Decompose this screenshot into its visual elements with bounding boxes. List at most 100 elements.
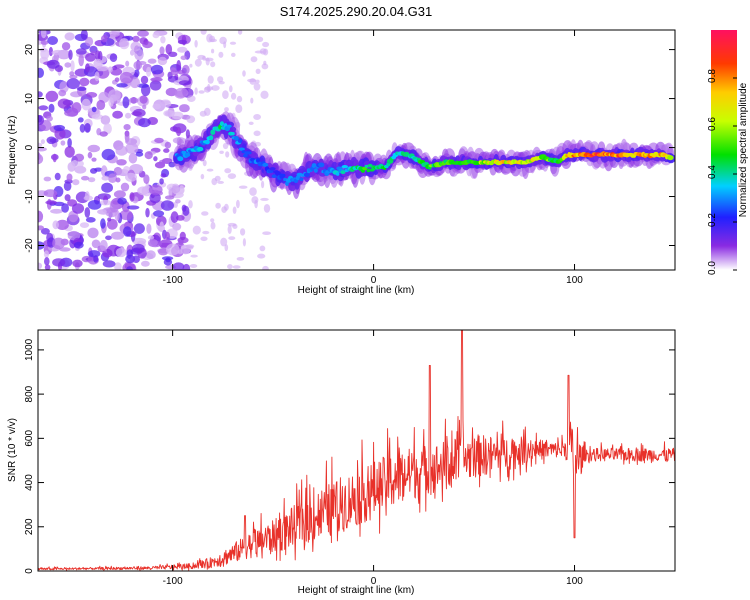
noise-blob [125, 172, 137, 182]
noise-blob [77, 117, 84, 123]
ridge-core [184, 152, 191, 158]
noise-blob [222, 142, 229, 150]
noise-blob [101, 182, 113, 193]
noise-blob [38, 262, 43, 269]
ridge-core [177, 156, 184, 162]
ridge-core [226, 124, 232, 128]
noise-blob [262, 231, 271, 235]
noise-blob [260, 90, 269, 100]
noise-blob [67, 138, 72, 148]
noise-blob [115, 145, 128, 156]
noise-blob [147, 239, 158, 247]
noise-blob [179, 231, 186, 241]
noise-blob [200, 173, 205, 180]
ridge-core [262, 162, 269, 167]
noise-blob [61, 203, 69, 213]
ridge-core [255, 158, 261, 163]
noise-blob [165, 231, 170, 240]
colorbar-tick-label: 0.2 [707, 213, 718, 227]
noise-blob [202, 230, 210, 235]
noise-blob [38, 153, 44, 165]
noise-blob [232, 265, 241, 269]
ridge-core [318, 162, 325, 168]
snr-series-layer [38, 330, 675, 571]
noise-blob [113, 190, 126, 199]
colorbar-tick-label: 0.0 [707, 261, 718, 275]
noise-blob [74, 165, 87, 174]
noise-blob [235, 104, 243, 113]
noise-blob [146, 66, 152, 77]
spectrogram-ridge-layer [173, 111, 675, 199]
ridge-core [303, 172, 310, 177]
noise-blob [79, 77, 90, 87]
x-tick-label: -100 [163, 275, 183, 286]
noise-blob [186, 115, 196, 124]
noise-blob [165, 44, 173, 55]
noise-blob [147, 235, 155, 240]
y-tick-label: 800 [24, 385, 35, 402]
noise-blob [206, 33, 213, 43]
noise-blob [99, 209, 107, 215]
noise-blob [228, 236, 236, 241]
noise-blob [170, 69, 179, 76]
noise-blob [157, 248, 169, 256]
snr-line [38, 330, 675, 571]
noise-blob [202, 55, 207, 61]
noise-blob [125, 142, 139, 154]
noise-blob [50, 208, 63, 214]
y-tick-label: 0 [24, 144, 35, 150]
noise-blob [103, 123, 112, 135]
noise-blob [210, 221, 216, 230]
noise-blob [137, 83, 149, 88]
colorbar-label: Normalized spectral amplitude [738, 82, 749, 217]
y-tick-label: 400 [24, 474, 35, 491]
y-tick-label: 10 [24, 93, 35, 105]
ridge-core [340, 170, 346, 175]
noise-blob [43, 250, 50, 258]
noise-blob [199, 110, 207, 117]
y-tick-label: 0 [24, 568, 35, 574]
y-tick-label: 600 [24, 430, 35, 447]
noise-blob [109, 53, 118, 62]
noise-blob [176, 126, 182, 137]
noise-blob [68, 49, 73, 60]
ridge-core [233, 136, 239, 141]
noise-blob [142, 104, 147, 110]
ridge-core [313, 168, 318, 173]
noise-blob [223, 41, 227, 49]
noise-blob [70, 60, 75, 72]
noise-blob [48, 103, 55, 113]
noise-blob [111, 231, 124, 240]
noise-blob [87, 200, 102, 210]
noise-blob [94, 71, 100, 82]
ridge-core [238, 147, 245, 151]
noise-blob [187, 95, 196, 102]
noise-blob [93, 58, 103, 69]
noise-blob [80, 30, 88, 40]
noise-blob [130, 41, 141, 52]
noise-blob [70, 159, 84, 168]
noise-blob [115, 247, 127, 258]
noise-blob [253, 130, 261, 137]
noise-blob [66, 173, 73, 182]
noise-blob [225, 151, 230, 158]
x-tick-label: -100 [163, 576, 183, 587]
noise-blob [85, 217, 96, 223]
ridge-core [335, 172, 340, 176]
noise-blob [232, 206, 237, 214]
noise-blob [163, 148, 170, 153]
noise-blob [215, 202, 221, 209]
noise-blob [39, 47, 47, 53]
noise-blob [179, 185, 185, 195]
noise-blob [262, 265, 269, 270]
noise-blob [253, 82, 261, 91]
noise-blob [261, 63, 269, 70]
noise-blob [52, 237, 65, 250]
noise-blob [182, 263, 191, 270]
noise-blob [158, 159, 166, 166]
noise-blob [219, 150, 224, 154]
noise-blob [43, 189, 58, 198]
noise-blob [44, 257, 50, 266]
noise-blob [119, 71, 134, 84]
